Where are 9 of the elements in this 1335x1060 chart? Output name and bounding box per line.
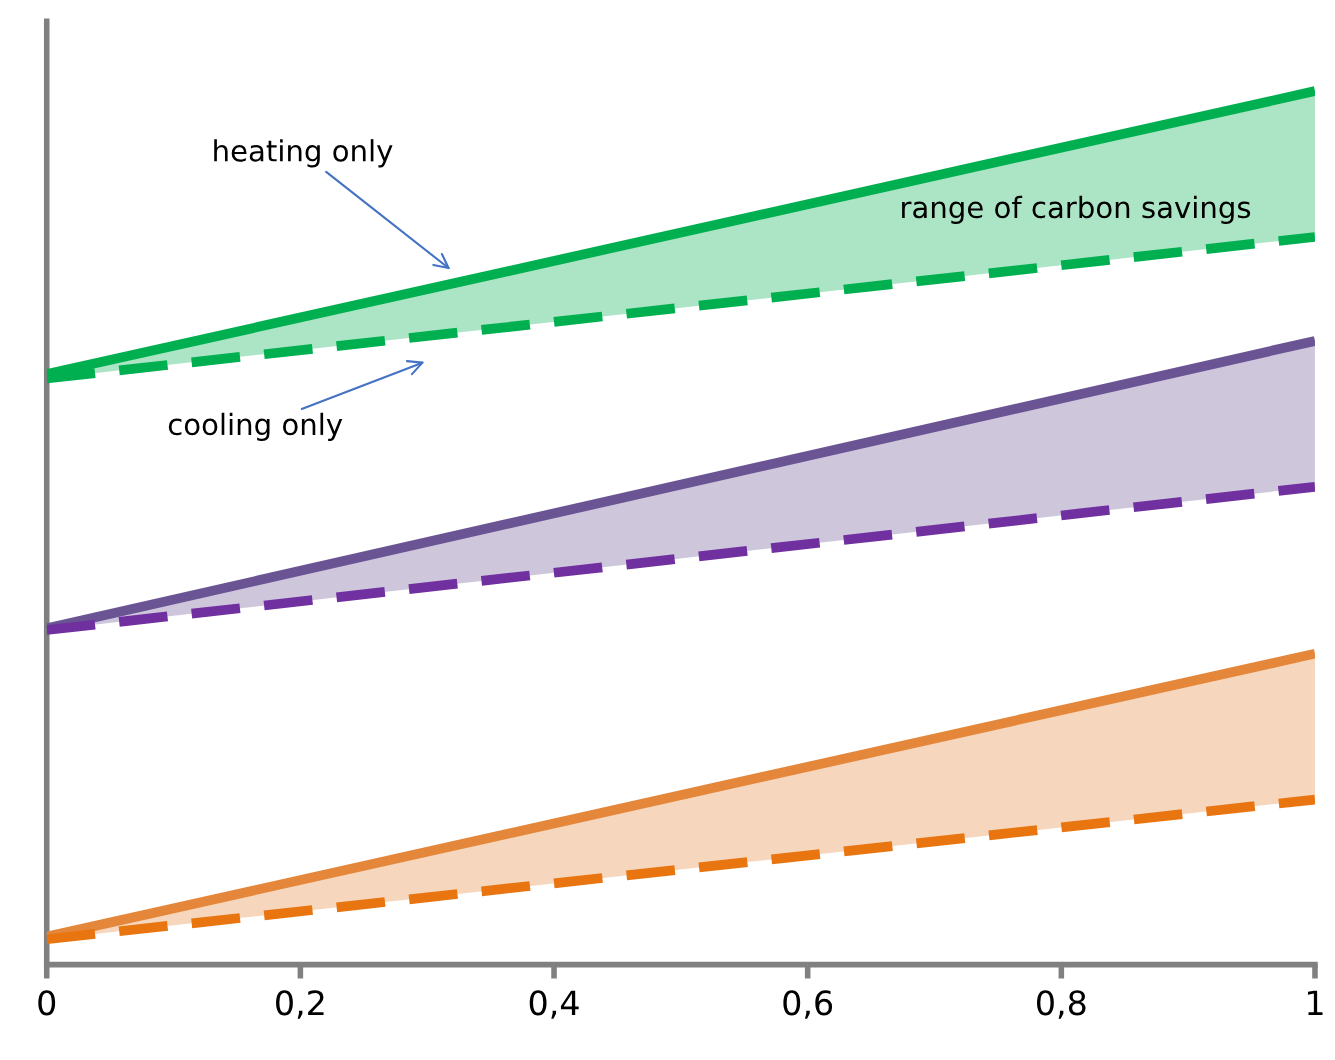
x-tick-label: 0,8 [1037, 990, 1086, 1019]
x-tick-label: 0,4 [529, 990, 579, 1019]
x-tick-label: 0,2 [276, 990, 324, 1019]
x-tick-label: 0 [38, 990, 56, 1016]
x-tick-label: 1 [1308, 990, 1323, 1015]
annotation: cooling only [168, 412, 343, 441]
annotation: heating only [214, 139, 393, 168]
annotation: range of carbon savings [902, 195, 1251, 224]
x-tick-label: 0,6 [783, 990, 833, 1019]
